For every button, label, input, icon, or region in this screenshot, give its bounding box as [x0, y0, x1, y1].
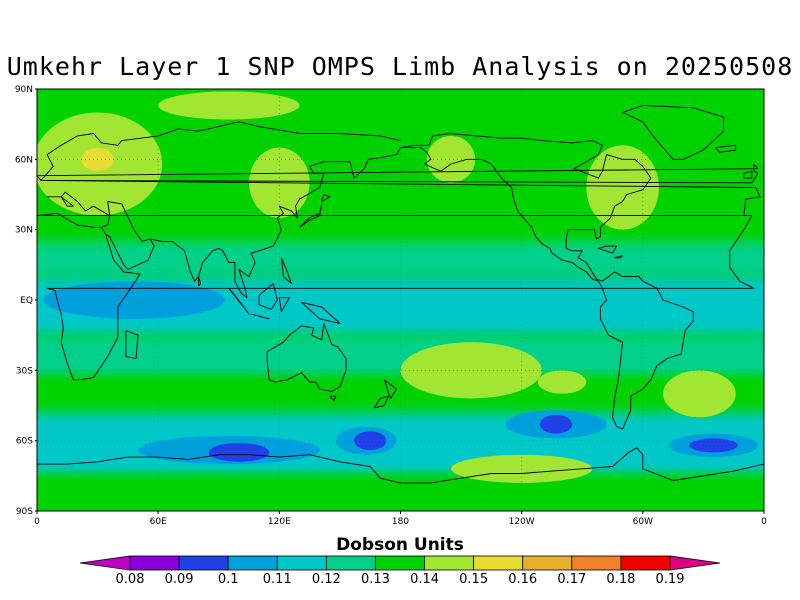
- coastline-11: [301, 301, 341, 324]
- colorbar-bin: [375, 555, 425, 571]
- colorbar-under: [79, 555, 131, 571]
- lon-tick-label: 60W: [633, 517, 653, 527]
- coastline-24: [37, 163, 759, 184]
- lon-tick-label: 0: [34, 517, 40, 527]
- field-region-8: [537, 370, 587, 394]
- colorbar-label: 0.19: [656, 572, 685, 587]
- coastline-14: [321, 194, 331, 202]
- latitude-tick-labels: 90N 60N 30N EQ 30S 60S 90S: [15, 85, 37, 517]
- coastline-21: [614, 255, 623, 259]
- coastline-18: [373, 395, 389, 409]
- lon-tick-label: 120W: [509, 517, 535, 527]
- coastline-13: [299, 203, 323, 228]
- coastline-6: [198, 276, 202, 287]
- coastline-9: [258, 283, 278, 310]
- lat-tick-label: EQ: [20, 296, 33, 306]
- lon-tick-label: 60E: [150, 517, 167, 527]
- coastline-22: [622, 104, 725, 160]
- field-region-4: [426, 135, 476, 183]
- coastline-17: [383, 379, 397, 399]
- field-region-18: [450, 454, 593, 483]
- colorbar-bin: [424, 555, 475, 571]
- coastline-7: [228, 288, 250, 315]
- coastline-15: [266, 322, 347, 392]
- field-region-7: [400, 342, 542, 399]
- colorbar-title: Dobson Units: [336, 535, 464, 555]
- coastline-5: [125, 330, 139, 360]
- lon-tick-label: 180: [392, 517, 409, 527]
- colorbar: [79, 555, 721, 571]
- longitude-tick-labels: 0 60E 120E 180 120W 60W 0: [34, 511, 767, 527]
- colorbar-label: 0.1: [218, 572, 239, 587]
- lat-tick-label: 90N: [15, 85, 33, 95]
- colorbar-label: 0.08: [116, 572, 145, 587]
- coastline-4: [150, 147, 401, 299]
- field-region-5: [586, 145, 659, 230]
- lat-tick-label: 60N: [15, 155, 33, 165]
- coastline-23: [715, 144, 737, 153]
- colorbar-label: 0.15: [459, 572, 488, 587]
- lat-tick-label: 90S: [16, 507, 33, 517]
- lat-tick-label: 30N: [15, 226, 33, 236]
- coastline-3: [105, 201, 155, 270]
- colorbar-label: 0.13: [361, 572, 390, 587]
- colorbar-label: 0.12: [312, 572, 341, 587]
- coastline-1: [37, 191, 752, 228]
- field-region-2: [158, 91, 300, 120]
- ozone-field: [37, 89, 764, 511]
- colorbar-label: 0.16: [508, 572, 537, 587]
- coastline-8: [250, 313, 270, 320]
- coastline-25: [743, 170, 753, 179]
- field-band-6: [37, 412, 764, 476]
- coastline-20: [597, 245, 617, 254]
- colorbar-bin: [129, 555, 180, 571]
- colorbar-bin: [473, 555, 524, 571]
- colorbar-label: 0.14: [410, 572, 439, 587]
- colorbar-bin: [227, 555, 278, 571]
- lon-tick-label: 0: [761, 517, 767, 527]
- colorbar-bin: [276, 555, 327, 571]
- coastline-16: [329, 395, 337, 402]
- coastlines: [37, 104, 764, 511]
- coastline-0: [40, 121, 761, 216]
- colorbar-bin: [325, 555, 376, 571]
- coastline-10: [278, 297, 290, 313]
- colorbar-label: 0.11: [263, 572, 292, 587]
- colorbar-bin: [571, 555, 622, 571]
- map-title: Umkehr Layer 1 SNP OMPS Limb Analysis on…: [6, 52, 794, 81]
- colorbar-bin: [178, 555, 229, 571]
- colorbar-tick-labels: 0.08 0.09 0.1 0.11 0.12 0.13 0.14 0.15 0.16 0.17 0…: [116, 572, 685, 587]
- coastline-12: [280, 257, 292, 285]
- field-band-2: [37, 241, 764, 277]
- colorbar-label: 0.09: [165, 572, 194, 587]
- colorbar-label: 0.18: [606, 572, 635, 587]
- colorbar-bin: [620, 555, 671, 571]
- field-region-11: [208, 443, 270, 462]
- coastline-2: [46, 215, 755, 381]
- lat-tick-label: 30S: [16, 366, 33, 376]
- field-region-15: [539, 414, 573, 434]
- colorbar-over: [669, 555, 721, 571]
- colorbar-label: 0.17: [557, 572, 586, 587]
- lat-tick-label: 60S: [16, 437, 33, 447]
- coastline-26: [37, 447, 764, 511]
- field-band-0: [37, 89, 764, 132]
- colorbar-bin: [522, 555, 573, 571]
- field-region-13: [354, 431, 387, 451]
- field-region-17: [689, 438, 738, 453]
- field-region-9: [663, 370, 736, 418]
- coastline-19: [400, 133, 694, 430]
- field-band-5: [37, 377, 764, 413]
- lon-tick-label: 120E: [268, 517, 291, 527]
